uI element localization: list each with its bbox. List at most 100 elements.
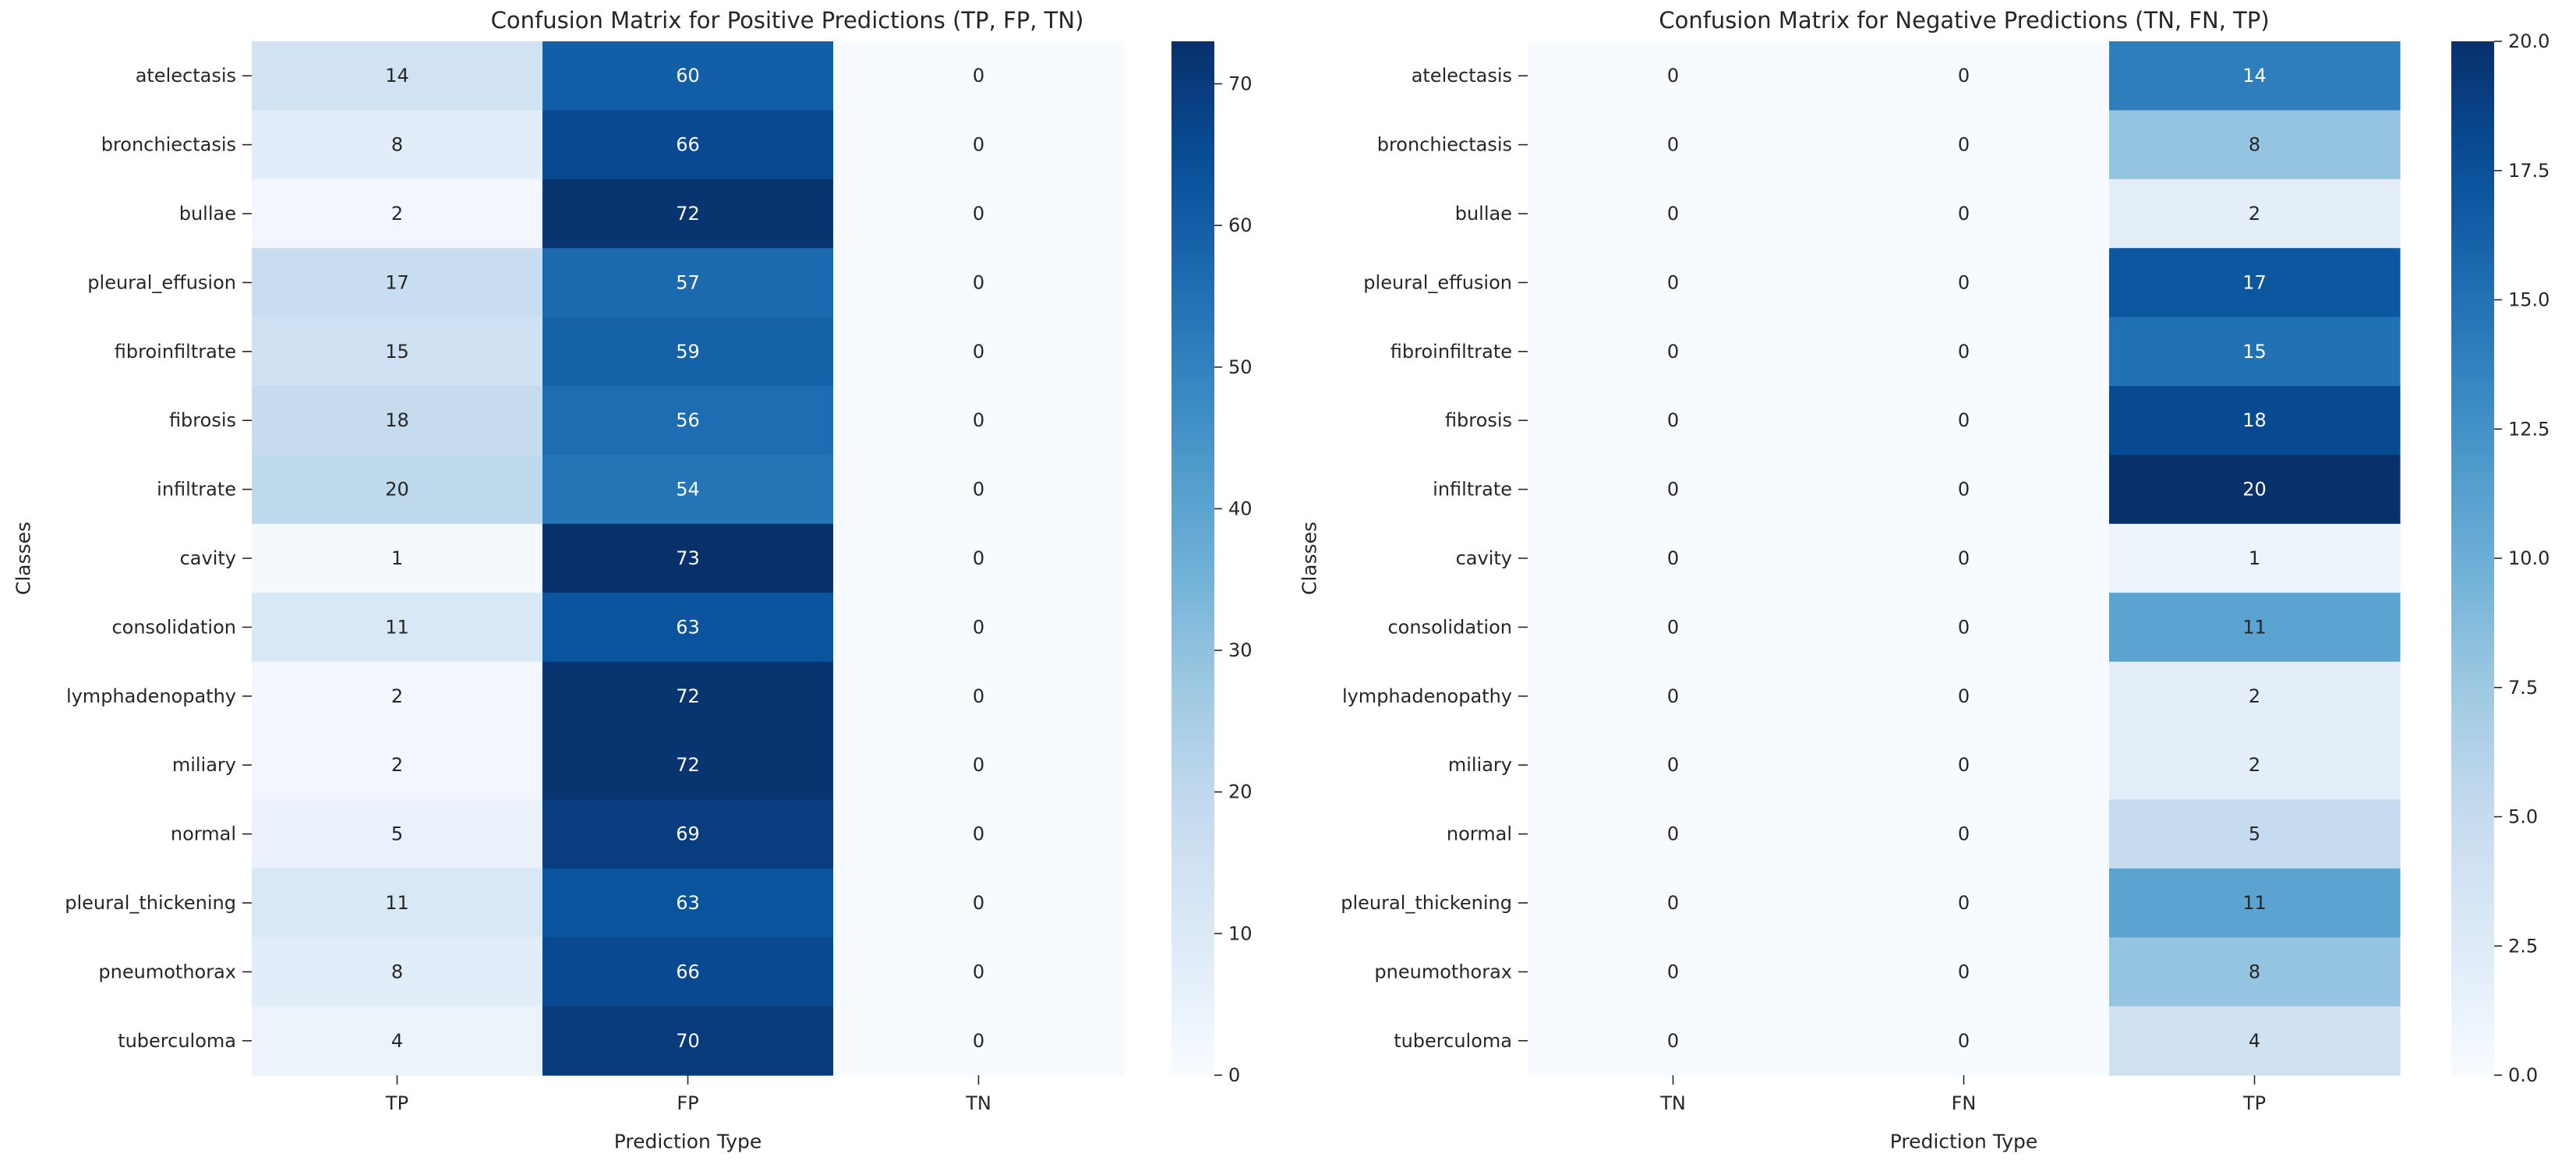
heatmap-cell	[1528, 179, 1819, 249]
x-tick-label: FP	[677, 1092, 698, 1114]
heatmap-cell	[542, 41, 834, 111]
cell-value-label: 0	[1667, 685, 1679, 707]
cell-value-label: 0	[973, 271, 984, 293]
heatmap-cell	[1528, 1006, 1819, 1076]
y-tick-label: lymphadenopathy	[66, 685, 236, 707]
heatmap-cell	[1818, 455, 2110, 525]
cell-value-label: 0	[973, 134, 984, 156]
colorbar-tick-label: 50	[1228, 356, 1253, 378]
y-tick-label: miliary	[1448, 754, 1512, 776]
heatmap-cell	[833, 1006, 1125, 1076]
heatmap-cell	[252, 455, 543, 525]
chart-title: Confusion Matrix for Negative Prediction…	[1659, 7, 2269, 34]
cell-value-label: 8	[391, 134, 403, 156]
cell-value-label: 20	[2242, 479, 2267, 501]
cell-value-label: 0	[1667, 203, 1679, 225]
heatmap-cell	[2109, 523, 2401, 593]
cell-value-label: 0	[1667, 616, 1679, 638]
cell-value-label: 14	[385, 65, 409, 87]
y-tick-label: miliary	[172, 754, 236, 776]
heatmap-cell	[1818, 523, 2110, 593]
heatmap-cell	[252, 937, 543, 1007]
heatmap-cell	[252, 317, 543, 387]
y-tick-label: pleural_effusion	[87, 271, 236, 293]
heatmap-cell	[2109, 661, 2401, 731]
heatmap-cell	[2109, 731, 2401, 800]
cell-value-label: 63	[676, 892, 700, 914]
heatmap-cell	[1818, 386, 2110, 455]
heatmap-cell	[542, 937, 834, 1007]
colorbar-tick-label: 20	[1228, 781, 1253, 803]
cell-value-label: 72	[676, 685, 700, 707]
cell-value-label: 18	[385, 409, 409, 431]
heatmap-cell	[833, 661, 1125, 731]
heatmap-cell	[252, 799, 543, 869]
heatmap-cell	[1528, 868, 1819, 938]
heatmap-cell	[833, 731, 1125, 800]
cell-value-label: 17	[2242, 271, 2267, 293]
y-tick-label: tuberculoma	[118, 1030, 236, 1052]
colorbar-tick-label: 2.5	[2508, 935, 2538, 957]
cell-value-label: 72	[676, 754, 700, 776]
cell-value-label: 59	[676, 341, 700, 363]
cell-value-label: 0	[973, 616, 984, 638]
colorbar-tick-label: 7.5	[2508, 677, 2538, 699]
cell-value-label: 14	[2242, 65, 2267, 87]
cell-value-label: 11	[385, 892, 409, 914]
heatmap-cell	[833, 317, 1125, 387]
heatmap-cell	[252, 731, 543, 800]
x-tick-label: TP	[385, 1092, 408, 1114]
cell-value-label: 0	[973, 1030, 984, 1052]
cell-value-label: 0	[1958, 65, 1970, 87]
cell-value-label: 4	[391, 1030, 403, 1052]
cell-value-label: 0	[973, 65, 984, 87]
heatmap-cell	[1818, 731, 2110, 800]
heatmap-cell	[542, 455, 834, 525]
heatmap-cell	[1818, 661, 2110, 731]
heatmap-cell	[252, 41, 543, 111]
heatmap-cell	[1528, 731, 1819, 800]
y-tick-label: fibrosis	[1445, 409, 1512, 431]
heatmap-cell	[1528, 110, 1819, 180]
cell-value-label: 0	[1958, 892, 1970, 914]
y-tick-label: consolidation	[111, 616, 236, 638]
y-tick-label: bullae	[179, 203, 236, 225]
y-tick-label: tuberculoma	[1394, 1030, 1512, 1052]
cell-value-label: 54	[676, 479, 700, 501]
cell-value-label: 5	[391, 823, 403, 845]
cell-value-label: 8	[391, 961, 403, 982]
cell-value-label: 2	[2249, 754, 2260, 776]
heatmap-cell	[833, 386, 1125, 455]
heatmap-cell	[833, 937, 1125, 1007]
cell-value-label: 0	[973, 409, 984, 431]
colorbar-tick-label: 15.0	[2508, 289, 2549, 311]
x-tick-label: FN	[1952, 1092, 1977, 1114]
cell-value-label: 0	[973, 685, 984, 707]
cell-value-label: 0	[1958, 616, 1970, 638]
heatmap-cell	[833, 41, 1125, 111]
y-tick-label: bronchiectasis	[1377, 134, 1512, 156]
cell-value-label: 0	[1958, 754, 1970, 776]
cell-value-label: 0	[973, 961, 984, 982]
heatmap-cell	[1528, 386, 1819, 455]
cell-value-label: 0	[1958, 203, 1970, 225]
y-tick-label: normal	[1447, 823, 1512, 845]
y-tick-label: normal	[171, 823, 236, 845]
heatmap-cell	[2109, 110, 2401, 180]
cell-value-label: 72	[676, 203, 700, 225]
colorbar	[1171, 41, 1214, 1075]
x-axis-label: Prediction Type	[1890, 1131, 2038, 1153]
heatmap-cell	[542, 248, 834, 318]
colorbar-tick-label: 0.0	[2508, 1064, 2538, 1086]
x-tick-label: TP	[2242, 1092, 2266, 1114]
y-tick-label: cavity	[1456, 547, 1512, 569]
cell-value-label: 0	[1958, 134, 1970, 156]
heatmap-cell	[1818, 868, 2110, 938]
heatmap-cell	[833, 868, 1125, 938]
cell-value-label: 2	[391, 754, 403, 776]
heatmap-cell	[542, 386, 834, 455]
cell-value-label: 8	[2249, 134, 2260, 156]
heatmap-cell	[1818, 317, 2110, 387]
cell-value-label: 0	[1667, 409, 1679, 431]
cell-value-label: 0	[973, 547, 984, 569]
